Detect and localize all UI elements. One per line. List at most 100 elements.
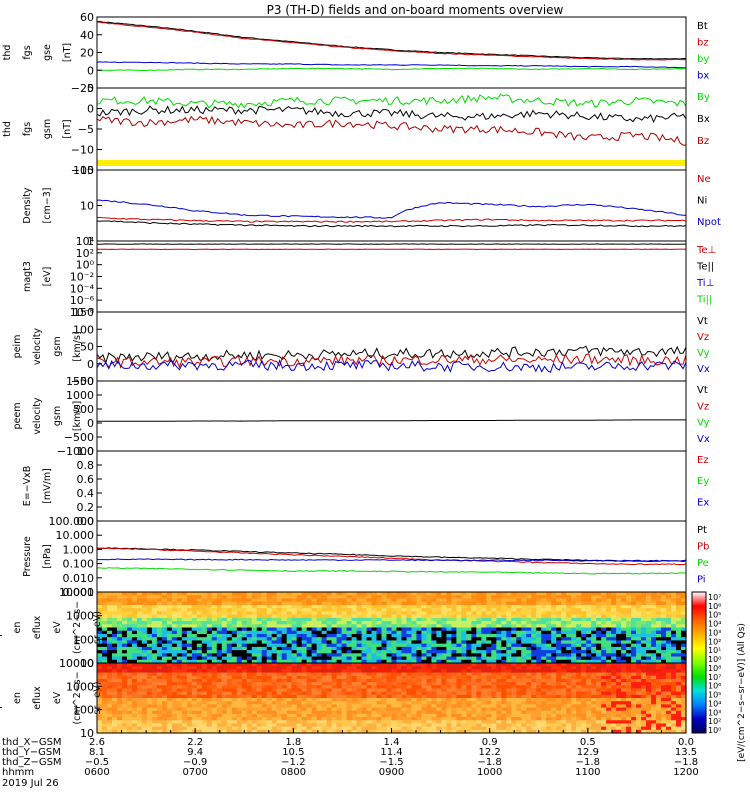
heatmap-cell [141,663,148,667]
heatmap-cell [371,678,378,683]
heatmap-cell [291,608,298,612]
heatmap-cell [411,608,418,612]
heatmap-cell [376,643,383,648]
heatmap-cell [546,694,552,699]
heatmap-cell [246,694,253,699]
heatmap-cell [571,713,577,718]
heatmap-cell [551,682,557,686]
heatmap-cell [501,611,507,616]
heatmap-cell [191,710,198,715]
heatmap-cell [326,672,333,677]
heatmap-cell [681,601,687,606]
heatmap-cell [356,663,363,667]
heatmap-cell [97,601,103,606]
heatmap-cell [426,621,433,625]
heatmap-cell [311,633,318,638]
heatmap-cell [481,646,487,651]
heatmap-cell [441,637,448,642]
heatmap-cell [251,656,258,661]
heatmap-cell [211,685,218,690]
heatmap-cell [171,646,178,651]
heatmap-cell [566,682,572,686]
heatmap-cell [426,601,433,606]
heatmap-cell [631,659,637,664]
heatmap-cell [331,704,338,709]
heatmap-cell [386,704,393,709]
heatmap-cell [126,601,133,606]
heatmap-cell [656,614,662,619]
heatmap-cell [151,601,158,606]
heatmap-cell [421,663,428,667]
heatmap-cell [641,592,647,596]
heatmap-cell [531,646,537,651]
heatmap-cell [321,726,328,731]
heatmap-cell [466,717,472,721]
heatmap-cell [321,669,328,674]
heatmap-cell [111,643,118,648]
heatmap-cell [381,617,388,622]
heatmap-cell [596,633,602,638]
heatmap-cell [366,624,373,629]
heatmap-cell [346,611,353,616]
heatmap-cell [581,637,587,642]
heatmap-cell [336,701,343,705]
heatmap-cell [271,723,278,728]
heatmap-cell [656,617,662,622]
heatmap-cell [391,720,398,725]
heatmap-cell [216,691,223,696]
heatmap-cell [356,675,363,680]
heatmap-cell [471,627,477,632]
heatmap-cell [126,729,133,734]
heatmap-cell [121,646,128,651]
heatmap-cell [246,698,253,702]
heatmap-cell [191,595,198,600]
heatmap-cell [136,614,143,619]
series-line-vt [97,419,686,422]
heatmap-cell [441,701,448,705]
heatmap-cell [216,627,223,632]
heatmap-cell [471,637,477,642]
heatmap-cell [321,643,328,648]
heatmap-cell [531,653,537,658]
heatmap-cell [671,659,677,664]
heatmap-cell [666,614,672,619]
heatmap-cell [551,656,557,661]
heatmap-cell [526,672,532,677]
heatmap-cell [491,663,497,667]
heatmap-cell [281,604,288,609]
heatmap-cell [461,729,467,734]
heatmap-cell [586,640,592,645]
heatmap-cell [176,701,183,705]
heatmap-cell [131,663,138,667]
heatmap-cell [331,637,338,642]
heatmap-cell [586,707,592,712]
heatmap-cell [326,592,333,596]
heatmap-cell [441,675,448,680]
heatmap-cell [596,624,602,629]
heatmap-cell [486,604,492,609]
heatmap-cell [401,633,408,638]
heatmap-cell [356,624,363,629]
heatmap-cell [241,604,248,609]
heatmap-cell [246,643,253,648]
heatmap-cell [501,633,507,638]
heatmap-cell [356,717,363,721]
heatmap-cell [601,604,607,609]
heatmap-cell [446,640,452,645]
heatmap-cell [116,643,123,648]
heatmap-cell [331,675,338,680]
heatmap-cell [286,704,293,709]
heatmap-cell [561,611,567,616]
heatmap-cell [231,617,238,622]
heatmap-cell [266,650,273,654]
heatmap-cell [426,633,433,638]
heatmap-cell [526,611,532,616]
heatmap-cell [196,592,203,596]
heatmap-cell [146,710,153,715]
heatmap-cell [421,595,428,600]
heatmap-cell [641,608,647,612]
heatmap-cell [161,666,168,670]
heatmap-cell [316,704,323,709]
heatmap-cell [246,726,253,731]
heatmap-cell [381,624,388,629]
